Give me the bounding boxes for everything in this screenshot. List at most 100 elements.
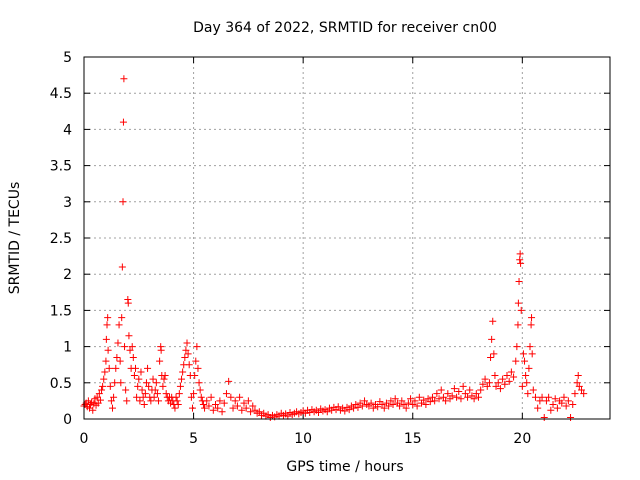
data-point: [140, 401, 148, 409]
data-point: [485, 379, 493, 387]
data-point: [110, 393, 118, 401]
data-point: [569, 401, 577, 409]
data-point: [437, 386, 445, 394]
data-point: [435, 395, 443, 403]
data-point: [220, 399, 228, 407]
data-point: [133, 393, 141, 401]
x-tick-label: 0: [80, 431, 89, 447]
data-point: [183, 339, 191, 347]
data-point: [197, 393, 205, 401]
data-point: [240, 399, 248, 407]
data-point: [374, 403, 382, 411]
data-point: [553, 404, 561, 412]
data-point: [496, 385, 504, 393]
data-point: [102, 357, 110, 365]
data-point: [540, 414, 548, 422]
y-tick-label: 2.5: [50, 231, 72, 247]
data-point: [99, 382, 107, 390]
data-point: [459, 382, 467, 390]
data-point: [126, 346, 134, 354]
data-point: [420, 396, 428, 404]
data-point: [205, 402, 213, 410]
data-point: [431, 397, 439, 405]
y-tick-label: 4: [63, 122, 72, 138]
data-point: [162, 390, 170, 398]
data-point: [525, 364, 533, 372]
y-axis-label: SRMTID / TECUs: [7, 182, 23, 295]
data-point: [214, 404, 222, 412]
data-point: [122, 386, 130, 394]
data-point: [115, 321, 123, 329]
data-point: [514, 321, 522, 329]
data-point: [529, 386, 537, 394]
data-point: [106, 382, 114, 390]
data-point: [453, 393, 461, 401]
data-point: [207, 393, 215, 401]
data-point: [442, 397, 450, 405]
data-point: [523, 379, 531, 387]
data-point: [514, 299, 522, 307]
data-point: [157, 346, 165, 354]
x-tick-label: 20: [513, 431, 531, 447]
data-point: [104, 346, 112, 354]
x-tick-label: 10: [294, 431, 312, 447]
data-point: [391, 395, 399, 403]
data-point: [98, 386, 106, 394]
data-point: [491, 372, 499, 380]
data-point: [145, 382, 153, 390]
data-point: [255, 408, 263, 416]
data-point: [428, 393, 436, 401]
data-point: [96, 396, 104, 404]
data-point: [387, 397, 395, 405]
data-point: [560, 393, 568, 401]
data-point: [156, 357, 164, 365]
data-point: [119, 118, 127, 126]
data-point: [411, 397, 419, 405]
data-point: [457, 395, 465, 403]
data-point: [171, 404, 179, 412]
y-tick-label: 0: [63, 412, 72, 428]
data-point: [142, 379, 150, 387]
data-point: [216, 397, 224, 405]
y-tick-label: 5: [63, 50, 72, 66]
data-point: [571, 390, 579, 398]
data-point: [542, 397, 550, 405]
data-point: [93, 393, 101, 401]
data-point: [545, 393, 553, 401]
axis-ticks: [83, 56, 610, 420]
data-point: [528, 314, 536, 322]
data-point: [147, 397, 155, 405]
data-point: [490, 350, 498, 358]
y-tick-label: 2: [63, 267, 72, 283]
data-point: [135, 375, 143, 383]
data-point: [461, 390, 469, 398]
data-point: [385, 402, 393, 410]
data-point: [389, 401, 397, 409]
y-tick-label: 4.5: [50, 86, 72, 102]
y-tick-label: 1.5: [50, 303, 72, 319]
grid: [84, 57, 610, 419]
data-point: [562, 402, 570, 410]
data-point: [139, 393, 147, 401]
data-point: [161, 372, 169, 380]
x-tick-label: 15: [404, 431, 422, 447]
data-point: [574, 372, 582, 380]
data-point: [426, 398, 434, 406]
data-point: [534, 404, 542, 412]
data-point: [517, 306, 525, 314]
data-point: [527, 321, 535, 329]
data-point: [195, 379, 203, 387]
data-point: [187, 393, 195, 401]
data-point: [102, 335, 110, 343]
data-point: [225, 377, 233, 385]
data-point: [369, 404, 377, 412]
data-point: [196, 386, 204, 394]
data-point: [481, 375, 489, 383]
data-point: [233, 402, 241, 410]
data-point: [227, 393, 235, 401]
data-point: [396, 402, 404, 410]
data-point: [119, 198, 127, 206]
data-point: [89, 406, 97, 414]
data-point: [517, 259, 525, 267]
